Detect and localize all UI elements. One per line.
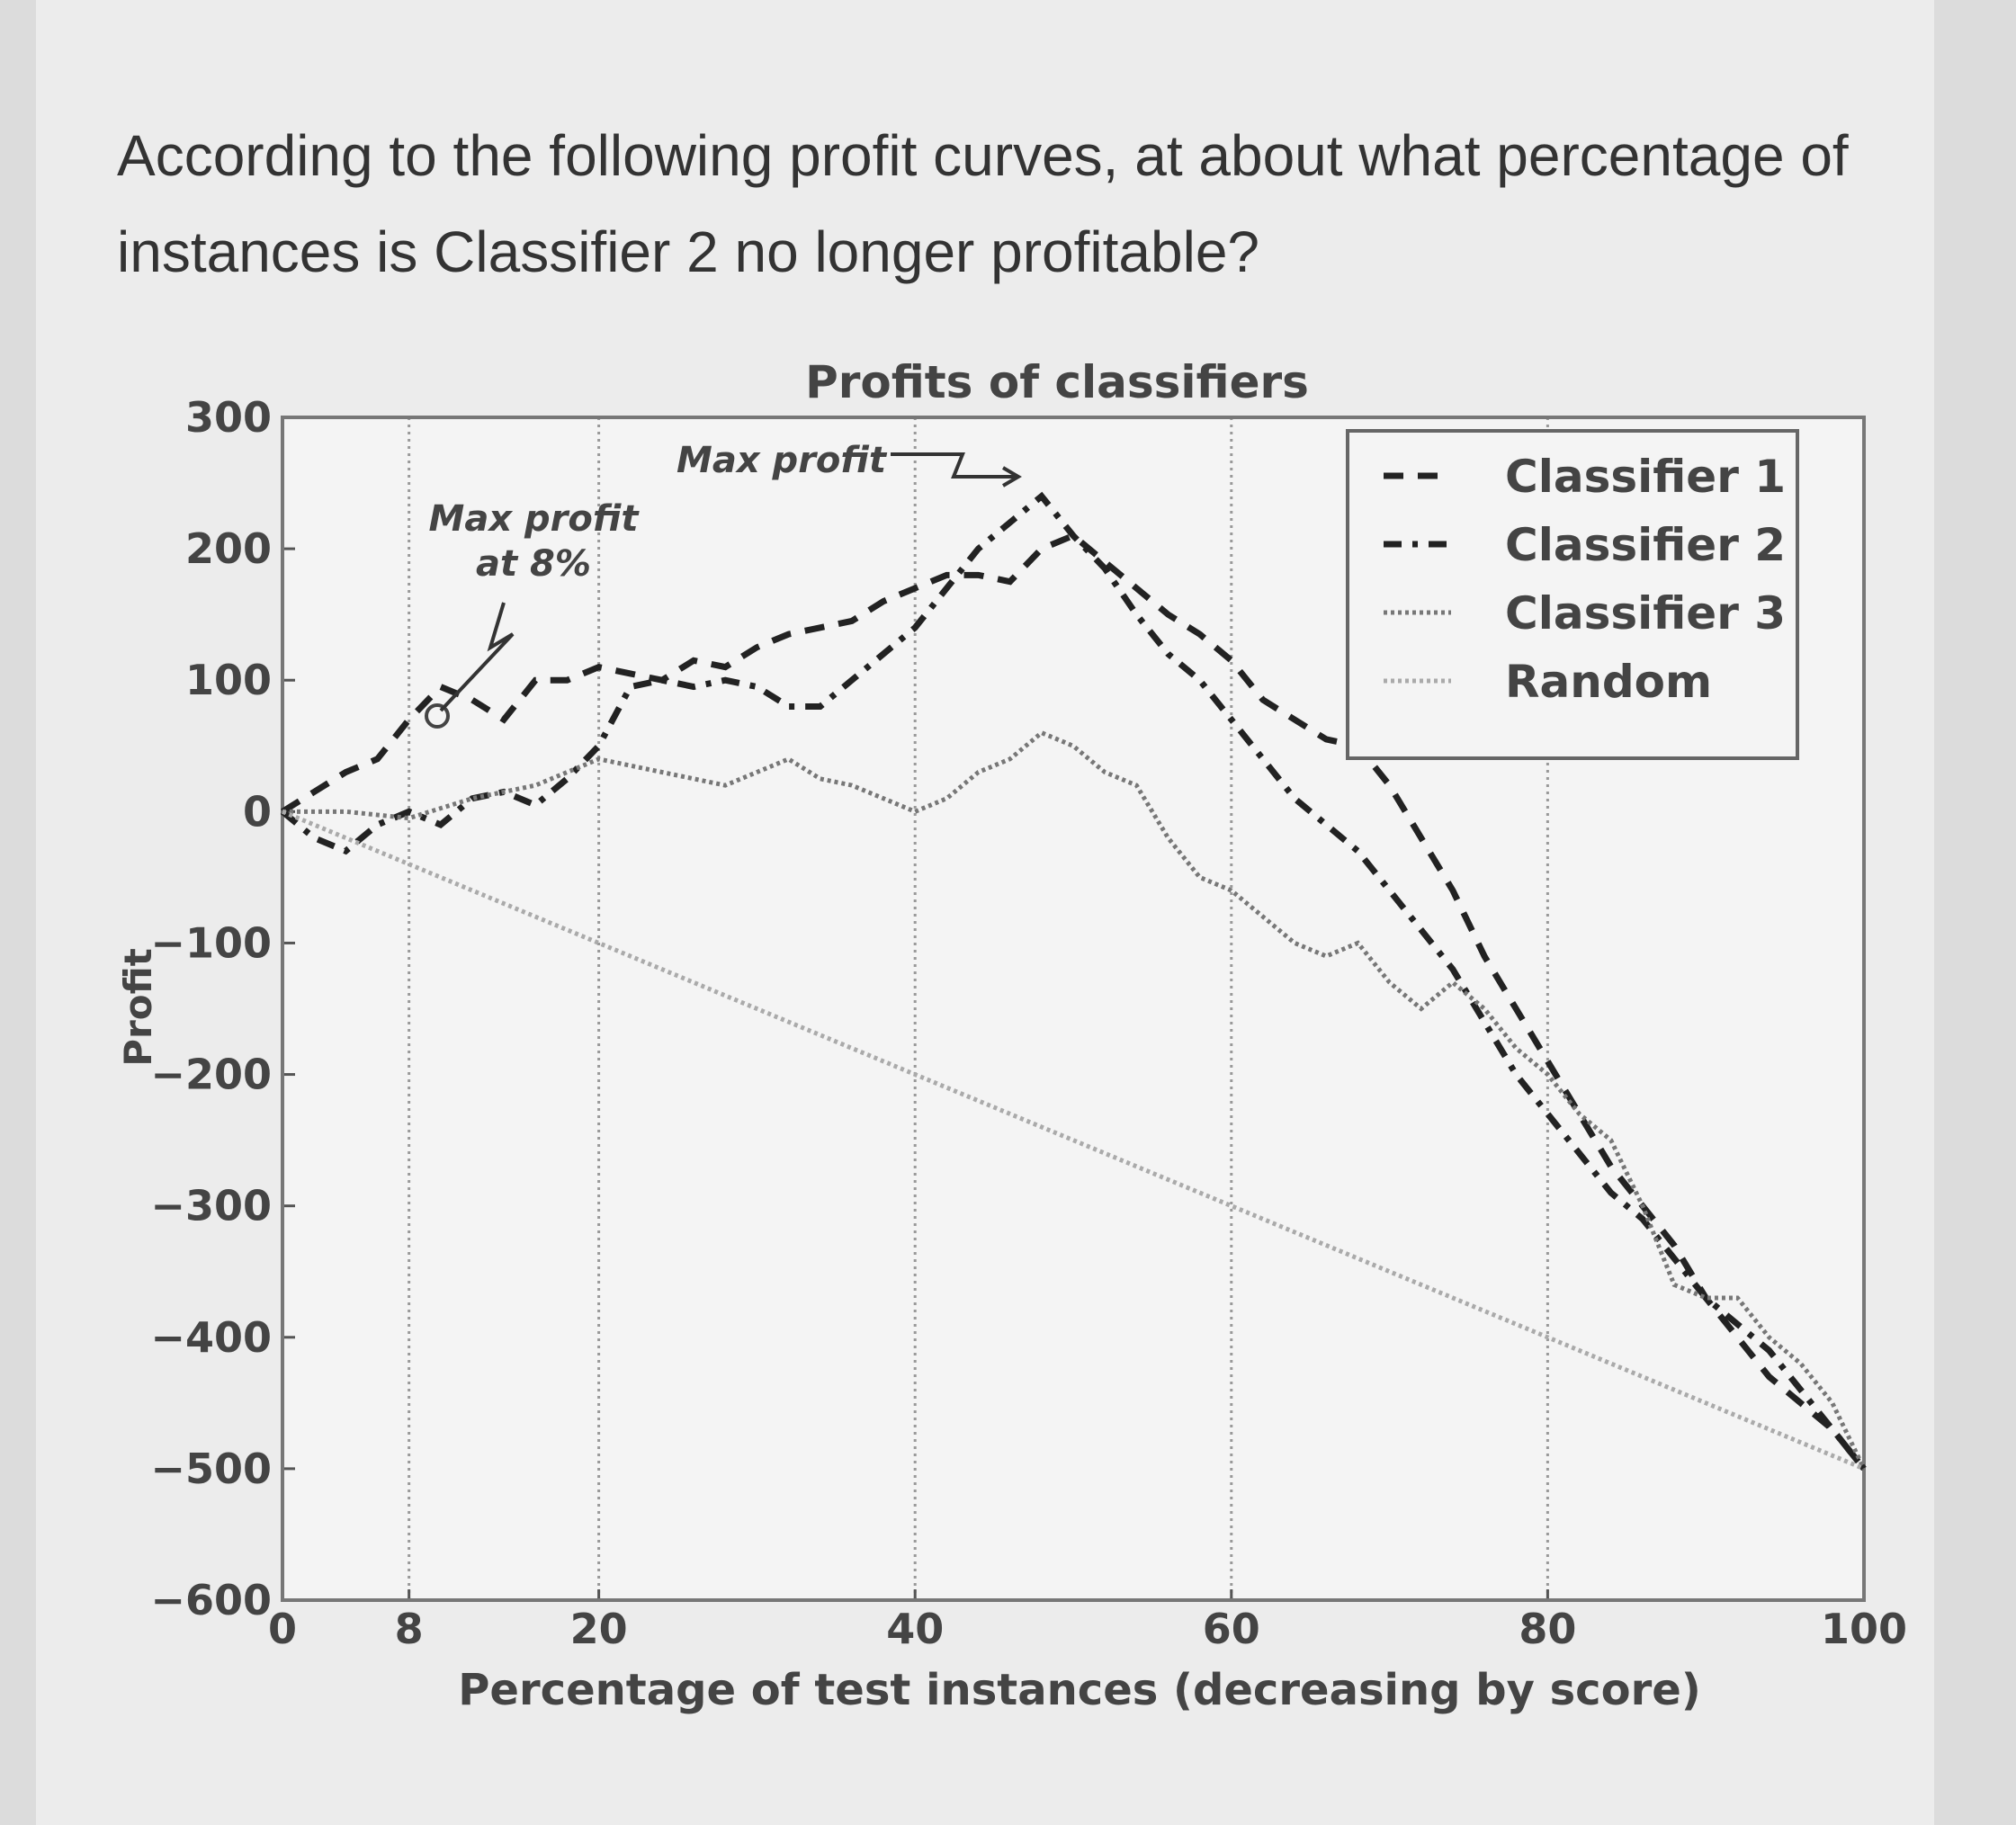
annotation-marker [425, 703, 450, 729]
annotation-arrow [439, 602, 515, 712]
x-tick-label: 100 [1821, 1605, 1907, 1653]
y-tick-label: −600 [150, 1576, 272, 1624]
legend-label: Classifier 3 [1505, 587, 1786, 640]
y-tick-label: −500 [150, 1445, 272, 1493]
x-axis-label: Percentage of test instances (decreasing… [458, 1665, 1701, 1715]
x-tick-label: 60 [1203, 1605, 1260, 1653]
chart-title: Profits of classifiers [805, 356, 1309, 408]
y-tick-label: 300 [185, 393, 272, 442]
annotation: at 8% [476, 543, 591, 585]
x-tick-label: 8 [395, 1605, 424, 1653]
annotation: Max profit [429, 498, 641, 540]
x-tick-label: 20 [570, 1605, 628, 1653]
series-line [282, 810, 1865, 1472]
y-tick-label: 0 [243, 787, 272, 836]
y-tick-label: 200 [185, 524, 272, 573]
y-tick-label: 100 [185, 656, 272, 704]
series-line [280, 491, 1867, 1472]
question: According to the following profit curves… [117, 123, 1849, 284]
legend-label: Classifier 1 [1505, 451, 1786, 503]
series-line [282, 729, 1867, 1470]
y-tick-label: −200 [150, 1051, 272, 1099]
y-tick-label: −400 [150, 1313, 272, 1362]
legend-box [1346, 429, 1799, 760]
plot-frame [281, 416, 1866, 1602]
y-tick-label: −100 [150, 918, 272, 967]
y-axis-label: Profit [116, 948, 160, 1067]
annotation: Max profit [676, 440, 888, 481]
x-tick-label: 0 [268, 1605, 297, 1653]
annotation-arrow [891, 452, 1022, 488]
y-tick-label: −300 [150, 1182, 272, 1230]
legend-label: Random [1505, 656, 1712, 708]
x-tick-label: 40 [886, 1605, 944, 1653]
legend-label: Classifier 2 [1505, 519, 1786, 571]
x-tick-label: 80 [1519, 1605, 1576, 1653]
